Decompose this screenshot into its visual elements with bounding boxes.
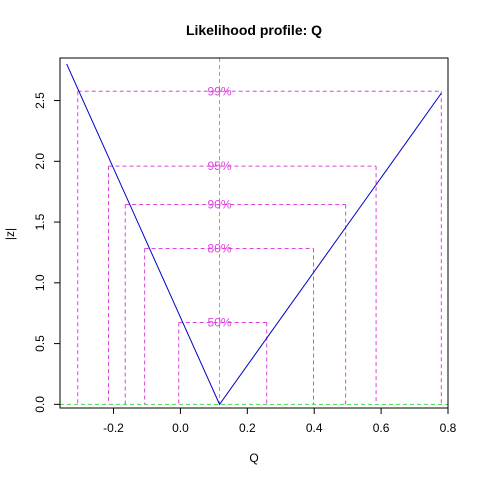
plot-frame xyxy=(59,57,449,409)
x-tick-label: -0.2 xyxy=(103,421,124,435)
level-label-95pct: 95% xyxy=(208,159,232,173)
x-tick-label: 0.2 xyxy=(239,421,256,435)
x-tick-label: 0.6 xyxy=(373,421,390,435)
level-label-50pct: 50% xyxy=(208,315,232,329)
level-label-90pct: 90% xyxy=(208,197,232,211)
x-axis-label: Q xyxy=(249,451,258,465)
x-tick-label: 0.8 xyxy=(440,421,457,435)
x-tick-label: 0.0 xyxy=(172,421,189,435)
y-tick-label: 1.5 xyxy=(33,213,47,230)
level-label-80pct: 80% xyxy=(208,242,232,256)
y-tick-label: 0.0 xyxy=(33,396,47,413)
level-label-99pct: 99% xyxy=(208,84,232,98)
y-axis-label: |z| xyxy=(3,228,17,240)
y-tick-label: 2.0 xyxy=(33,153,47,170)
plot-layer: 50% 80% 90% 95% 99% -0.2 0.0 0.2 0.4 0.6 0.8 0.0 0.5… xyxy=(33,57,457,435)
plot-area xyxy=(60,58,448,408)
x-tick-label: 0.4 xyxy=(306,421,323,435)
y-tick-label: 2.5 xyxy=(33,92,47,109)
y-tick-label: 0.5 xyxy=(33,335,47,352)
profile-line-0 xyxy=(66,63,442,406)
chart-title: Likelihood profile: Q xyxy=(186,22,322,38)
y-tick-label: 1.0 xyxy=(33,274,47,291)
